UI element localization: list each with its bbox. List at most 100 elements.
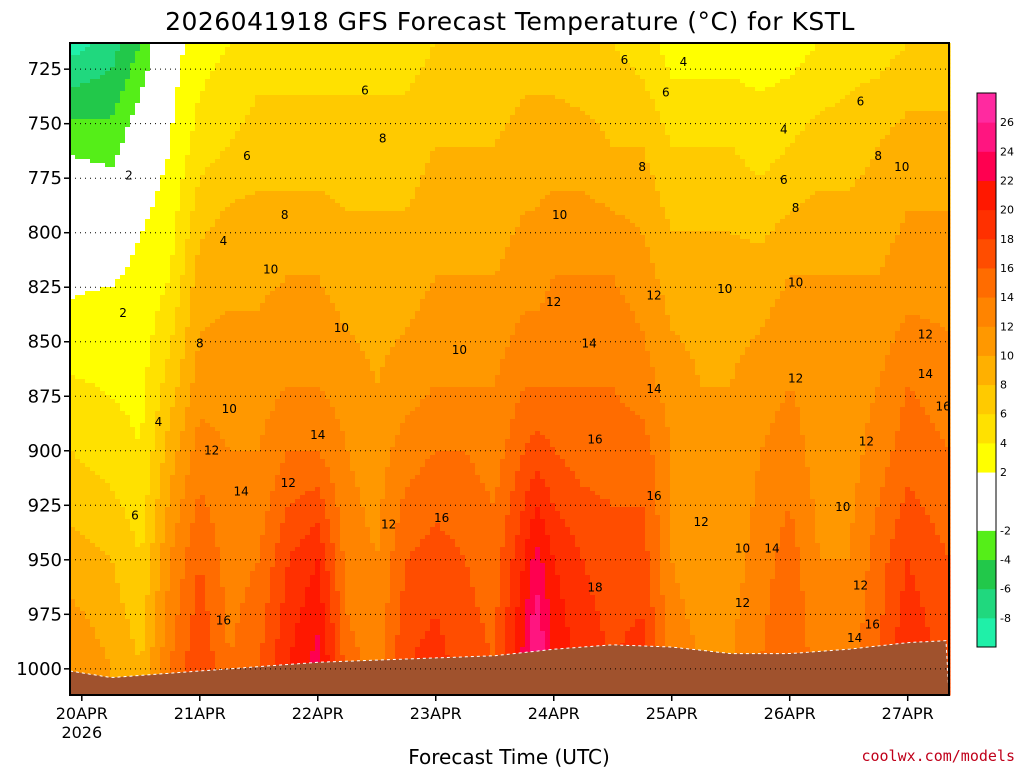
temperature-cell [100,331,106,336]
temperature-cell [130,411,136,416]
temperature-cell [80,267,86,272]
temperature-cell [115,495,121,500]
temperature-cell [90,627,96,632]
temperature-cell [120,423,126,428]
temperature-cell [100,535,106,540]
temperature-cell [130,59,136,64]
temperature-cell [90,663,96,668]
temperature-cell [110,207,116,212]
temperature-cell [75,95,81,100]
temperature-cell [120,579,126,584]
temperature-cell [125,47,131,52]
temperature-cell [80,663,86,668]
temperature-cell [125,623,131,628]
temperature-cell [125,399,131,404]
temperature-cell [90,431,96,436]
temperature-cell [100,403,106,408]
temperature-cell [110,211,116,216]
temperature-cell [120,387,126,392]
temperature-cell [75,311,81,316]
temperature-cell [110,463,116,468]
temperature-cell [80,651,86,656]
temperature-cell [115,507,121,512]
temperature-cell [90,423,96,428]
temperature-cell [75,267,81,272]
temperature-cell [105,383,111,388]
temperature-cell [130,659,136,664]
temperature-cell [110,355,116,360]
temperature-cell [90,347,96,352]
temperature-cell [100,587,106,592]
temperature-cell [80,199,86,204]
temperature-cell [120,111,126,116]
temperature-cell [100,611,106,616]
temperature-cell [105,99,111,104]
temperature-cell [105,623,111,628]
temperature-cell [120,155,126,160]
temperature-cell [75,55,81,60]
temperature-cell [135,147,141,152]
temperature-cell [95,363,101,368]
temperature-cell [100,531,106,536]
temperature-cell [80,523,86,528]
temperature-cell [90,127,96,132]
temperature-cell [75,555,81,560]
temperature-cell [100,87,106,92]
temperature-cell [120,211,126,216]
temperature-cell [75,519,81,524]
temperature-cell [115,571,121,576]
temperature-cell [130,103,136,108]
temperature-cell [110,403,116,408]
temperature-cell [75,507,81,512]
temperature-cell [90,379,96,384]
temperature-cell [75,263,81,268]
temperature-cell [125,239,131,244]
temperature-cell [105,367,111,372]
temperature-cell [115,599,121,604]
temperature-cell [80,191,86,196]
temperature-cell [125,359,131,364]
temperature-cell [85,155,91,160]
temperature-cell [85,291,91,296]
temperature-cell [85,203,91,208]
temperature-cell [105,323,111,328]
temperature-cell [75,223,81,228]
temperature-cell [95,331,101,336]
temperature-cell [90,303,96,308]
temperature-cell [120,535,126,540]
temperature-cell [105,355,111,360]
temperature-cell [115,131,121,136]
temperature-cell [125,215,131,220]
temperature-cell [80,239,86,244]
temperature-cell [135,55,141,60]
temperature-cell [80,223,86,228]
temperature-cell [105,151,111,156]
temperature-cell [110,547,116,552]
temperature-cell [105,167,111,172]
temperature-cell [110,351,116,356]
temperature-cell [100,463,106,468]
temperature-cell [110,627,116,632]
temperature-cell [110,299,116,304]
temperature-cell [85,343,91,348]
temperature-cell [100,471,106,476]
temperature-cell [130,127,136,132]
temperature-cell [120,91,126,96]
temperature-cell [120,443,126,448]
temperature-cell [95,267,101,272]
temperature-cell [75,435,81,440]
temperature-cell [120,395,126,400]
temperature-cell [125,583,131,588]
temperature-cell [95,355,101,360]
temperature-cell [85,251,91,256]
temperature-cell [85,475,91,480]
temperature-cell [105,471,111,476]
temperature-cell [105,411,111,416]
temperature-cell [85,59,91,64]
temperature-cell [115,211,121,216]
temperature-cell [100,307,106,312]
temperature-cell [120,567,126,572]
temperature-cell [120,575,126,580]
temperature-cell [100,563,106,568]
temperature-cell [135,115,141,120]
